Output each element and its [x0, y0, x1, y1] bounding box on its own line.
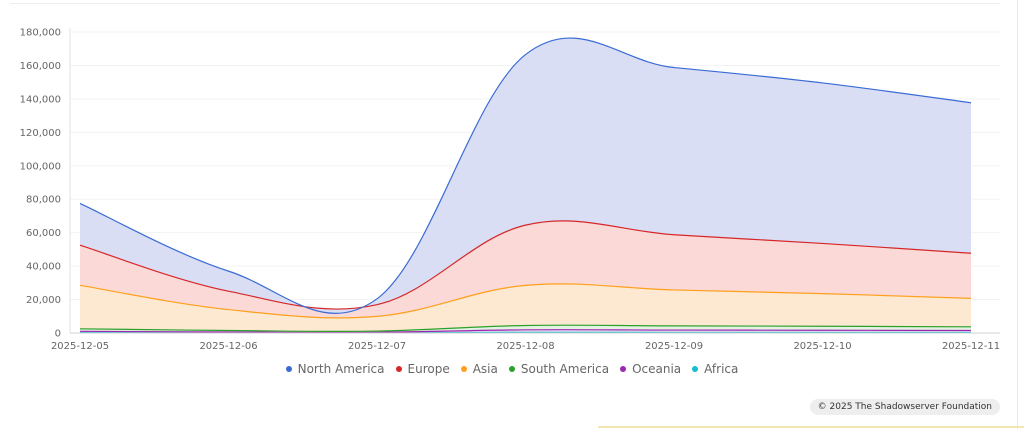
legend-label: Africa: [704, 362, 739, 376]
line-north-america: [79, 37, 972, 314]
area-south-america: [80, 325, 971, 333]
legend-dot-icon: [620, 366, 627, 372]
x-tick-label: 2025-12-11: [942, 341, 1000, 352]
legend-item-africa[interactable]: Africa: [692, 362, 738, 376]
top-divider: [10, 3, 1000, 4]
x-tick-label: 2025-12-08: [496, 341, 554, 352]
line-oceania: [79, 329, 972, 333]
y-tick-label: 140,000: [20, 94, 61, 105]
legend: North America Europe Asia South America Ocea…: [0, 362, 1024, 376]
y-tick-label: 60,000: [26, 228, 61, 239]
area-europe: [80, 220, 971, 318]
line-asia: [79, 283, 972, 319]
line-south-america: [79, 324, 972, 333]
legend-label: Asia: [472, 362, 498, 376]
y-tick-label: 0: [55, 329, 61, 340]
legend-dot-icon: [692, 366, 699, 372]
stacked-area-chart: 0 20,000 40,000 60,000 80,000 100,000 120,000 1…: [20, 28, 1000, 353]
legend-label: North America: [297, 362, 385, 376]
legend-item-oceania[interactable]: Oceania: [620, 362, 681, 376]
legend-dot-icon: [508, 366, 515, 372]
legend-dot-icon: [460, 366, 467, 372]
legend-item-north-america[interactable]: North America: [285, 362, 385, 376]
credit-badge: © 2025 The Shadowserver Foundation: [809, 399, 1000, 415]
area-series: [80, 38, 971, 333]
legend-dot-icon: [395, 366, 402, 372]
y-tick-label: 80,000: [26, 195, 61, 206]
y-tick-label: 40,000: [26, 262, 61, 273]
line-europe: [79, 220, 972, 310]
x-tick-label: 2025-12-07: [348, 341, 406, 352]
y-tick-label: 120,000: [20, 128, 61, 139]
right-divider: [1017, 0, 1018, 429]
legend-label: Oceania: [632, 362, 682, 376]
area-north-america: [80, 38, 971, 314]
y-tick-label: 100,000: [20, 161, 61, 172]
y-tick-label: 160,000: [20, 61, 61, 72]
legend-item-europe[interactable]: Europe: [395, 362, 450, 376]
legend-item-asia[interactable]: Asia: [460, 362, 498, 376]
x-tick-label: 2025-12-10: [793, 341, 851, 352]
x-tick-label: 2025-12-06: [199, 341, 257, 352]
area-asia: [80, 283, 971, 332]
axes: 0 20,000 40,000 60,000 80,000 100,000 120,000 1…: [20, 28, 1000, 353]
bottom-accent-line: [598, 426, 1024, 428]
x-tick-label: 2025-12-09: [645, 341, 703, 352]
legend-label: Europe: [407, 362, 450, 376]
legend-dot-icon: [285, 366, 292, 372]
y-tick-label: 20,000: [26, 295, 61, 306]
legend-label: South America: [520, 362, 610, 376]
legend-item-south-america[interactable]: South America: [508, 362, 610, 376]
x-tick-label: 2025-12-05: [51, 341, 109, 352]
y-tick-label: 180,000: [20, 28, 61, 39]
